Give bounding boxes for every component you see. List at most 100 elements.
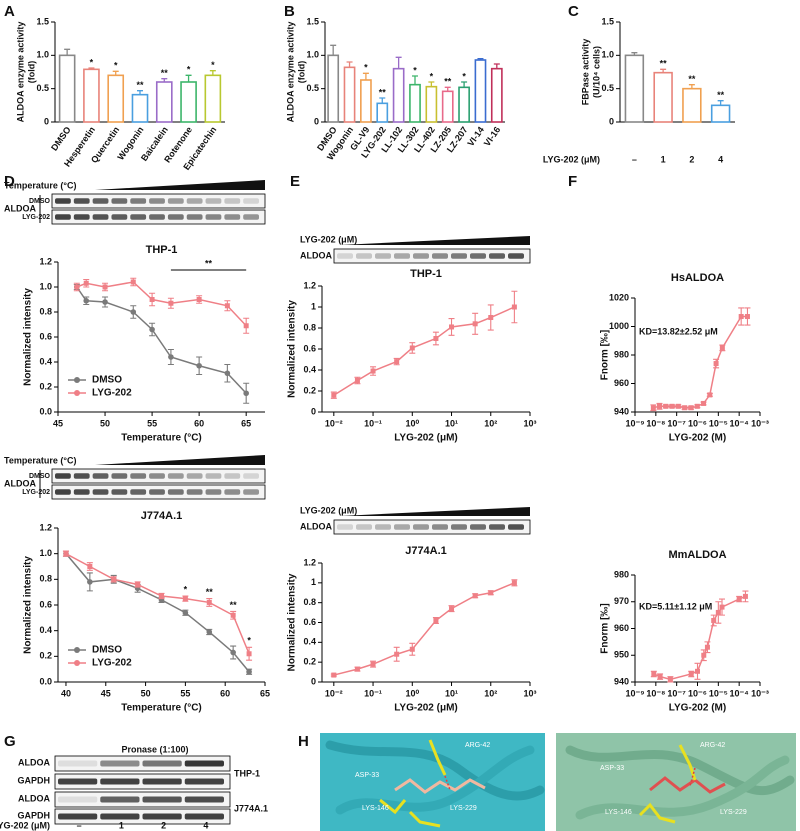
significance: *: [114, 61, 118, 71]
blot-band: [224, 214, 241, 220]
marker: [243, 390, 249, 397]
error-bar: [395, 56, 402, 69]
y-tick-label: 0.8: [303, 322, 316, 332]
marker: [246, 668, 252, 675]
y-tick-label: 1.0: [36, 50, 49, 60]
bracket-label: **: [205, 258, 213, 268]
marker: [719, 345, 725, 351]
error-bar: [161, 78, 168, 82]
y-axis-label: Fnorm [‰]: [600, 330, 611, 381]
y-tick-label: 970: [614, 596, 629, 606]
marker: [675, 403, 681, 409]
error-bar: [461, 81, 468, 88]
x-tick-label: 10⁻⁶: [688, 418, 707, 428]
marker: [701, 652, 707, 658]
y-tick-label: 1020: [609, 292, 629, 302]
bar: [624, 54, 645, 123]
series-line: [333, 306, 515, 396]
y-tick-label: 960: [614, 623, 629, 633]
marker: [715, 609, 721, 615]
blot-band: [470, 524, 486, 530]
marker: [511, 580, 517, 586]
blot-label: LYG-202: [22, 214, 50, 221]
legend-marker: [74, 390, 80, 396]
blot-label: ALDOA: [18, 757, 50, 767]
blot-band: [375, 253, 391, 259]
legend-label: LYG-202: [92, 658, 132, 669]
x-axis-label: Temperature (°C): [121, 703, 202, 714]
x-tick-label: 10⁻⁹: [625, 688, 644, 698]
y-tick-label: 0.6: [39, 331, 52, 341]
blot-label: 2: [161, 820, 166, 830]
error-bar: [493, 63, 500, 69]
error-bar: [185, 74, 192, 82]
marker: [182, 609, 189, 616]
marker: [243, 323, 249, 329]
marker: [168, 354, 174, 360]
x-tick-label: 10⁰: [405, 418, 419, 428]
bar: [180, 81, 197, 123]
legend-label: LYG-202: [92, 388, 132, 399]
x-tick-label: 10⁻⁵: [709, 418, 728, 428]
legend-marker: [74, 647, 80, 653]
error-bar: [412, 75, 418, 85]
y-tick-label: 0.4: [39, 356, 52, 366]
x-tick-label: VI-16: [482, 125, 503, 148]
y-tick-label: 0.4: [303, 637, 316, 647]
error-bar: [477, 58, 484, 60]
legend-label: DMSO: [92, 645, 122, 656]
y-tick-label: 980: [614, 349, 629, 359]
blot-band: [356, 253, 372, 259]
x-tick-label: 10⁻⁴: [730, 688, 749, 698]
blot-band: [451, 253, 467, 259]
marker: [657, 674, 663, 680]
marker: [688, 671, 694, 677]
error-bar: [428, 81, 435, 87]
marker: [159, 593, 164, 599]
blot-band: [224, 198, 241, 204]
y-tick-label: 960: [614, 378, 629, 388]
y-axis-label: ALDOA enzyme activity: [15, 22, 25, 123]
bar: [343, 66, 356, 123]
x-tick-label: 65: [260, 688, 270, 698]
marker: [102, 299, 108, 305]
y-tick-label: 940: [614, 406, 629, 416]
blot-band: [184, 778, 224, 785]
marker: [433, 618, 439, 624]
x-tick-label: 50: [100, 418, 110, 428]
blot-band: [489, 253, 505, 259]
marker: [744, 314, 750, 320]
blot-band: [413, 253, 429, 259]
wedge: [95, 455, 265, 465]
panel-letter: B: [284, 3, 295, 20]
blot-label: LYG-202 (μM): [300, 234, 357, 244]
ribbons: [325, 740, 795, 820]
significance: **: [136, 80, 144, 90]
marker: [736, 596, 742, 602]
marker: [130, 279, 136, 285]
significance: *: [413, 65, 417, 75]
marker: [394, 359, 400, 365]
error-bar: [362, 72, 369, 80]
blot-band: [184, 796, 224, 803]
marker: [472, 321, 478, 327]
y-axis-label: FBPase activity: [580, 39, 590, 106]
marker: [511, 304, 517, 310]
wedge: [95, 180, 265, 190]
blot-band: [130, 489, 147, 495]
y-axis-label: Fnorm [‰]: [600, 603, 611, 654]
significance: *: [364, 63, 368, 73]
x-tick-label: 50: [141, 688, 151, 698]
panel-letter: D: [4, 173, 15, 190]
x-tick-label: 4: [718, 154, 723, 164]
chart-title: HsALDOA: [671, 272, 724, 284]
x-axis-label: LYG-202 (μM): [394, 703, 458, 714]
blot-band: [205, 198, 222, 204]
blot-band: [100, 813, 140, 820]
marker: [83, 280, 89, 286]
residue-label: ARG-42: [700, 742, 725, 749]
x-tick-label: 10⁻¹: [364, 418, 382, 428]
y-tick-label: 0.4: [39, 625, 52, 635]
x-tick-label: 10⁻²: [325, 688, 343, 698]
y-axis-label: (U/10⁴ cells): [591, 46, 601, 98]
